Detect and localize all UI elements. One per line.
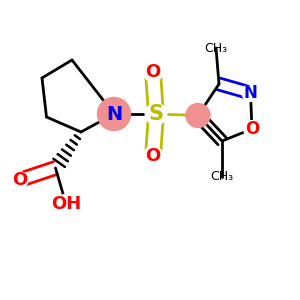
Text: S: S bbox=[148, 104, 164, 124]
Circle shape bbox=[242, 85, 259, 101]
Text: O: O bbox=[12, 171, 27, 189]
Text: O: O bbox=[146, 63, 160, 81]
Text: OH: OH bbox=[51, 195, 81, 213]
Circle shape bbox=[98, 98, 130, 130]
Text: CH₃: CH₃ bbox=[204, 41, 228, 55]
Circle shape bbox=[244, 121, 260, 137]
Circle shape bbox=[143, 62, 163, 82]
Circle shape bbox=[11, 172, 28, 188]
Circle shape bbox=[56, 194, 76, 214]
Circle shape bbox=[145, 103, 167, 125]
Circle shape bbox=[143, 146, 163, 166]
Text: O: O bbox=[146, 147, 160, 165]
Circle shape bbox=[186, 103, 210, 127]
Text: N: N bbox=[244, 84, 257, 102]
Text: N: N bbox=[106, 104, 122, 124]
Text: O: O bbox=[245, 120, 259, 138]
Text: CH₃: CH₃ bbox=[210, 170, 234, 184]
